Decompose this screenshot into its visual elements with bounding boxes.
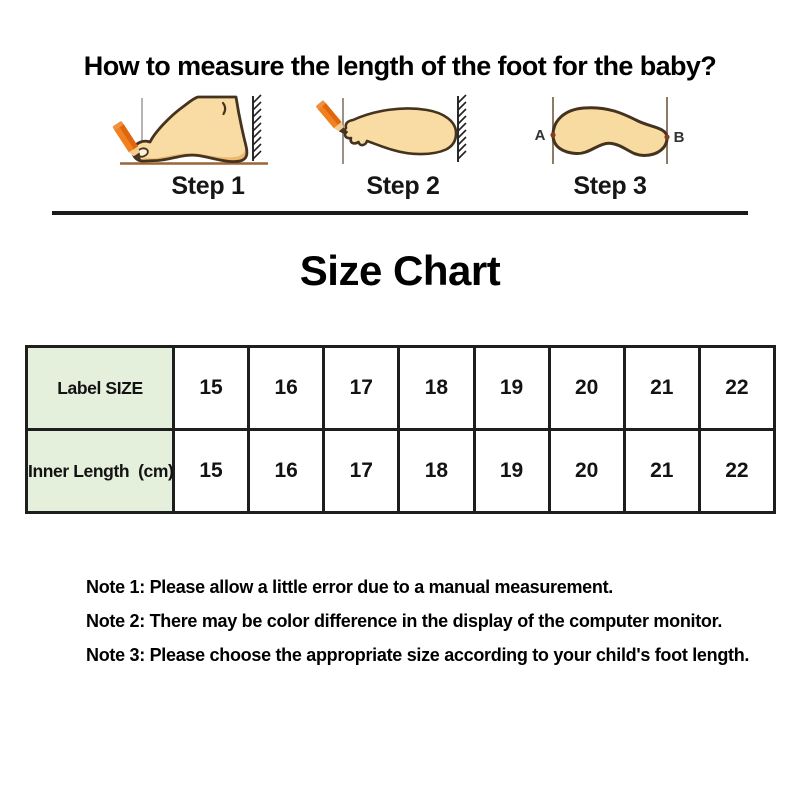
- length-cell: 20: [547, 428, 626, 514]
- note-3: Note 3: Please choose the appropriate si…: [86, 645, 750, 665]
- marker-b-label: B: [674, 129, 685, 146]
- row-header-label-size: Label SIZE: [25, 345, 175, 431]
- size-cell: 21: [622, 345, 701, 431]
- footprint-outline-illustration: A B: [535, 97, 685, 164]
- size-cell: 15: [171, 345, 251, 431]
- step2-label: Step 2: [366, 172, 440, 200]
- step3-label: Step 3: [573, 172, 647, 200]
- note-1: Note 1: Please allow a little error due …: [86, 577, 613, 597]
- note-2: Note 2: There may be color difference in…: [86, 611, 723, 631]
- point-b-dot: [664, 134, 670, 140]
- page-title: How to measure the length of the foot fo…: [83, 51, 717, 81]
- marker-a-label: A: [535, 127, 546, 144]
- footprint-shape: [551, 106, 669, 157]
- table-row-label-size: Label SIZE 15 16 17 18 19 20 21 22: [25, 345, 777, 431]
- foot-shade: [134, 147, 247, 161]
- size-cell: 16: [247, 345, 326, 431]
- ankle-crease: [221, 101, 227, 116]
- length-cell: 15: [171, 428, 251, 514]
- table-row-inner-length: Inner Length (cm) 15 16 17 18 19 20 21 2…: [25, 428, 777, 514]
- foot-top-illustration: [316, 94, 467, 164]
- size-cell: 22: [697, 345, 777, 431]
- section-divider: [52, 211, 748, 215]
- length-cell: 17: [322, 428, 401, 514]
- point-a-dot: [550, 132, 556, 138]
- step1-figure: [100, 94, 285, 168]
- length-cell: 19: [472, 428, 551, 514]
- size-table: Label SIZE 15 16 17 18 19 20 21 22 Inner…: [25, 345, 777, 514]
- size-cell: 18: [397, 345, 476, 431]
- size-cell: 19: [472, 345, 551, 431]
- wall-hatch: [252, 94, 262, 160]
- notes-section: Note 1: Please allow a little error due …: [86, 576, 786, 678]
- foot-outline: [131, 95, 249, 163]
- length-cell: 22: [697, 428, 777, 514]
- length-cell: 16: [247, 428, 326, 514]
- foot-side-shape: [133, 97, 247, 162]
- pencil-icon: [112, 121, 141, 161]
- foot-side-illustration: [112, 94, 268, 165]
- row-header-inner-length: Inner Length (cm): [25, 428, 175, 514]
- size-cell: 17: [322, 345, 401, 431]
- wall-hatch: [457, 94, 467, 160]
- step1-label: Step 1: [171, 172, 245, 200]
- size-chart-heading: Size Chart: [299, 247, 501, 294]
- step2-figure: [315, 94, 490, 168]
- size-cell: 20: [547, 345, 626, 431]
- foot-top-shape: [343, 107, 458, 156]
- pencil-icon: [316, 100, 346, 135]
- length-cell: 21: [622, 428, 701, 514]
- length-cell: 18: [397, 428, 476, 514]
- step3-figure: A B: [528, 94, 693, 168]
